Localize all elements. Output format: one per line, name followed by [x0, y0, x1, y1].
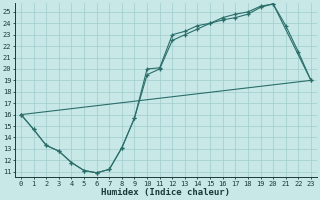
X-axis label: Humidex (Indice chaleur): Humidex (Indice chaleur) [101, 188, 230, 197]
